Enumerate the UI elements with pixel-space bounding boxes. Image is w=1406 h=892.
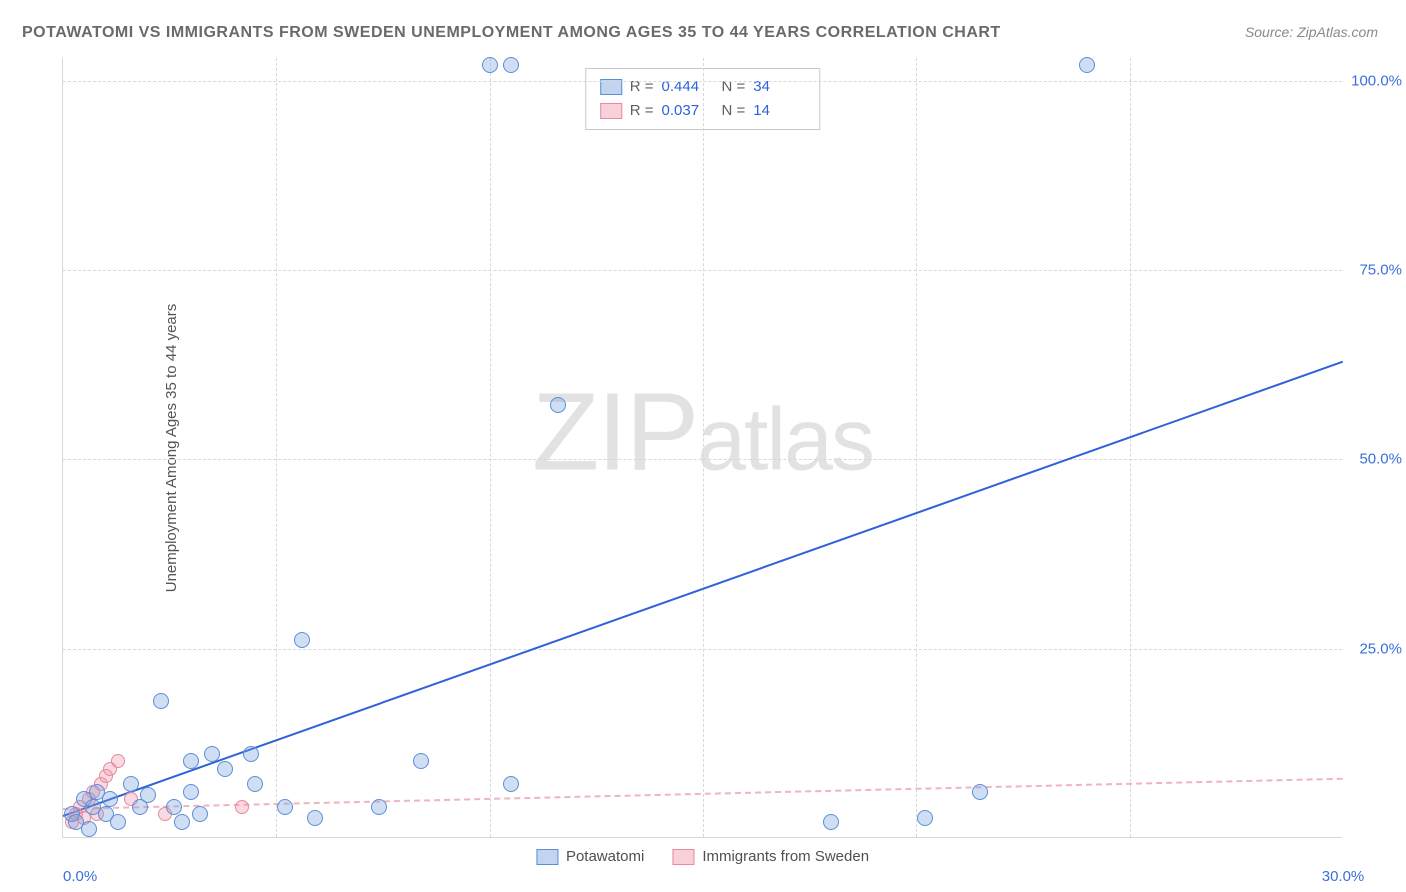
data-point <box>482 57 498 73</box>
legend-label: Immigrants from Sweden <box>702 848 869 865</box>
chart-title: POTAWATOMI VS IMMIGRANTS FROM SWEDEN UNE… <box>22 24 1001 42</box>
legend-label: Potawatomi <box>566 848 644 865</box>
legend-n-value: 34 <box>753 75 805 99</box>
data-point <box>1079 57 1095 73</box>
legend-n-value: 14 <box>753 99 805 123</box>
data-point <box>102 791 118 807</box>
data-point <box>247 776 263 792</box>
data-point <box>917 810 933 826</box>
data-point <box>166 799 182 815</box>
data-point <box>413 753 429 769</box>
legend-item: Immigrants from Sweden <box>672 848 869 865</box>
legend-item: Potawatomi <box>536 848 644 865</box>
data-point <box>183 784 199 800</box>
data-point <box>277 799 293 815</box>
data-point <box>235 800 249 814</box>
data-point <box>503 776 519 792</box>
data-point <box>217 761 233 777</box>
y-tick-label: 100.0% <box>1351 72 1402 89</box>
data-point <box>550 397 566 413</box>
legend-r-value: 0.444 <box>662 75 714 99</box>
data-point <box>153 693 169 709</box>
data-point <box>823 814 839 830</box>
gridline-vertical <box>1130 58 1131 837</box>
y-tick-label: 75.0% <box>1359 262 1402 279</box>
gridline-vertical <box>916 58 917 837</box>
data-point <box>294 632 310 648</box>
y-axis-label: Unemployment Among Ages 35 to 44 years <box>163 303 180 592</box>
legend-n-label: N = <box>722 99 746 123</box>
legend-swatch <box>536 849 558 865</box>
legend-swatch <box>600 103 622 119</box>
legend-swatch <box>672 849 694 865</box>
legend-n-label: N = <box>722 75 746 99</box>
data-point <box>307 810 323 826</box>
legend-r-label: R = <box>630 75 654 99</box>
data-point <box>81 821 97 837</box>
data-point <box>243 746 259 762</box>
y-tick-label: 25.0% <box>1359 640 1402 657</box>
y-tick-label: 50.0% <box>1359 451 1402 468</box>
gridline-vertical <box>490 58 491 837</box>
scatter-chart: Unemployment Among Ages 35 to 44 years Z… <box>62 58 1342 838</box>
legend-r-value: 0.037 <box>662 99 714 123</box>
source-attribution: Source: ZipAtlas.com <box>1245 24 1378 40</box>
data-point <box>371 799 387 815</box>
data-point <box>174 814 190 830</box>
data-point <box>972 784 988 800</box>
data-point <box>192 806 208 822</box>
series-legend: Potawatomi Immigrants from Sweden <box>536 848 869 865</box>
data-point <box>183 753 199 769</box>
data-point <box>140 787 156 803</box>
gridline-vertical <box>276 58 277 837</box>
data-point <box>123 776 139 792</box>
x-tick-label: 0.0% <box>63 868 97 885</box>
gridline-vertical <box>703 58 704 837</box>
data-point <box>503 57 519 73</box>
data-point <box>204 746 220 762</box>
data-point <box>110 814 126 830</box>
x-tick-label: 30.0% <box>1322 868 1365 885</box>
data-point <box>111 754 125 768</box>
legend-r-label: R = <box>630 99 654 123</box>
